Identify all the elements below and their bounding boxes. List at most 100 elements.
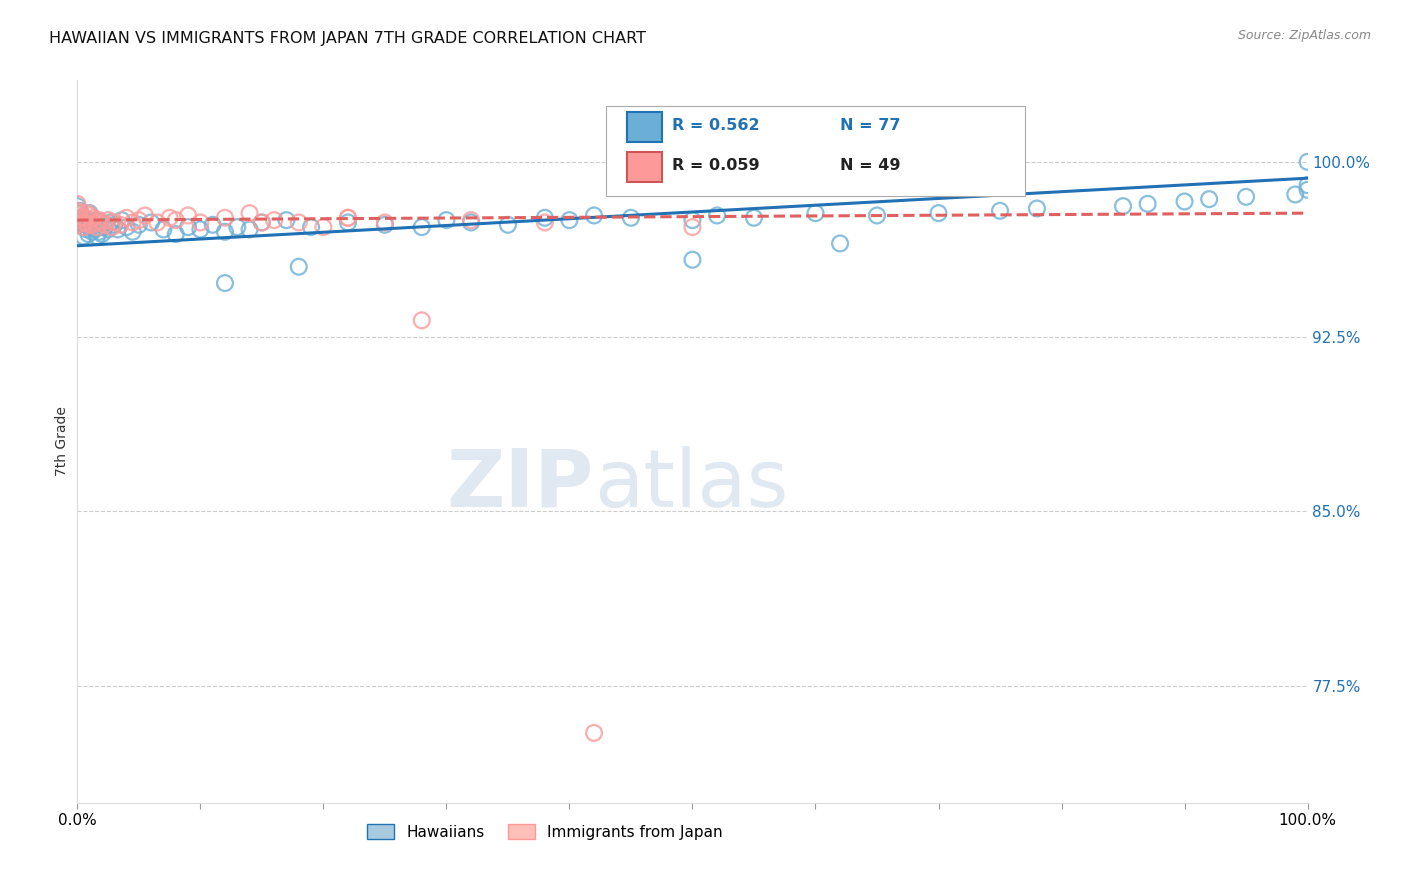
Text: ZIP: ZIP: [447, 446, 595, 524]
Point: [84, 213, 107, 227]
Point: [82, 225, 104, 239]
Point: [70, 215, 93, 229]
Point: [337, 215, 360, 229]
Text: Source: ZipAtlas.com: Source: ZipAtlas.com: [1237, 29, 1371, 42]
Point: [337, 211, 360, 225]
Point: [66, 213, 89, 227]
Point: [201, 218, 224, 232]
Point: [706, 209, 728, 223]
Point: [411, 220, 433, 235]
Point: [97, 222, 120, 236]
Point: [70, 215, 93, 229]
Point: [152, 222, 174, 236]
Point: [1296, 183, 1319, 197]
Point: [90, 215, 114, 229]
Point: [496, 218, 519, 232]
Point: [288, 215, 311, 229]
Point: [165, 227, 187, 241]
Point: [436, 213, 458, 227]
Point: [75, 215, 97, 229]
Point: [97, 213, 120, 227]
Point: [66, 199, 89, 213]
Point: [70, 211, 93, 225]
Point: [1136, 196, 1159, 211]
Point: [460, 215, 482, 229]
Point: [79, 209, 101, 223]
Point: [72, 220, 94, 235]
Text: R = 0.562: R = 0.562: [672, 119, 759, 133]
Point: [100, 215, 122, 229]
Point: [70, 211, 93, 225]
Point: [134, 209, 156, 223]
Point: [82, 218, 104, 232]
Point: [72, 229, 94, 244]
Point: [1296, 178, 1319, 193]
Point: [77, 218, 100, 232]
Point: [742, 211, 765, 225]
Text: HAWAIIAN VS IMMIGRANTS FROM JAPAN 7TH GRADE CORRELATION CHART: HAWAIIAN VS IMMIGRANTS FROM JAPAN 7TH GR…: [49, 31, 647, 46]
Point: [79, 206, 101, 220]
Point: [250, 215, 273, 229]
Point: [682, 220, 704, 235]
Point: [1296, 154, 1319, 169]
Text: N = 49: N = 49: [841, 158, 901, 173]
Point: [411, 313, 433, 327]
Point: [214, 225, 236, 239]
Point: [76, 222, 98, 236]
Point: [66, 203, 89, 218]
Point: [93, 220, 115, 235]
Point: [72, 220, 94, 235]
Point: [66, 213, 89, 227]
Point: [73, 211, 96, 225]
Text: atlas: atlas: [595, 446, 789, 524]
Point: [121, 215, 143, 229]
Point: [66, 218, 89, 232]
Point: [86, 229, 108, 244]
Legend: Hawaiians, Immigrants from Japan: Hawaiians, Immigrants from Japan: [360, 818, 730, 846]
Point: [374, 215, 396, 229]
Point: [69, 203, 91, 218]
Point: [66, 206, 89, 220]
Point: [90, 227, 114, 241]
Point: [1284, 187, 1306, 202]
Point: [988, 203, 1011, 218]
Point: [214, 276, 236, 290]
Point: [583, 209, 606, 223]
Point: [1112, 199, 1135, 213]
Point: [77, 213, 100, 227]
Point: [177, 220, 200, 235]
Point: [682, 252, 704, 267]
Point: [75, 218, 97, 232]
Point: [111, 213, 132, 227]
Point: [558, 213, 581, 227]
Point: [583, 726, 606, 740]
Point: [87, 220, 110, 235]
Point: [830, 236, 852, 251]
Point: [115, 220, 138, 235]
Point: [620, 211, 643, 225]
FancyBboxPatch shape: [606, 105, 1025, 196]
Point: [128, 213, 150, 227]
Point: [86, 220, 108, 235]
Point: [682, 213, 704, 227]
Point: [103, 218, 125, 232]
Point: [299, 220, 322, 235]
Point: [239, 206, 262, 220]
Point: [121, 225, 143, 239]
Point: [82, 218, 104, 232]
Point: [73, 211, 96, 225]
Point: [337, 211, 360, 225]
Text: R = 0.059: R = 0.059: [672, 158, 759, 173]
Point: [1174, 194, 1197, 209]
Point: [866, 209, 889, 223]
Point: [177, 209, 200, 223]
Point: [93, 218, 115, 232]
Point: [804, 206, 827, 220]
Point: [159, 211, 181, 225]
Point: [214, 211, 236, 225]
Point: [460, 213, 482, 227]
Point: [89, 225, 111, 239]
Point: [90, 215, 112, 229]
Point: [84, 215, 107, 229]
FancyBboxPatch shape: [627, 112, 662, 143]
